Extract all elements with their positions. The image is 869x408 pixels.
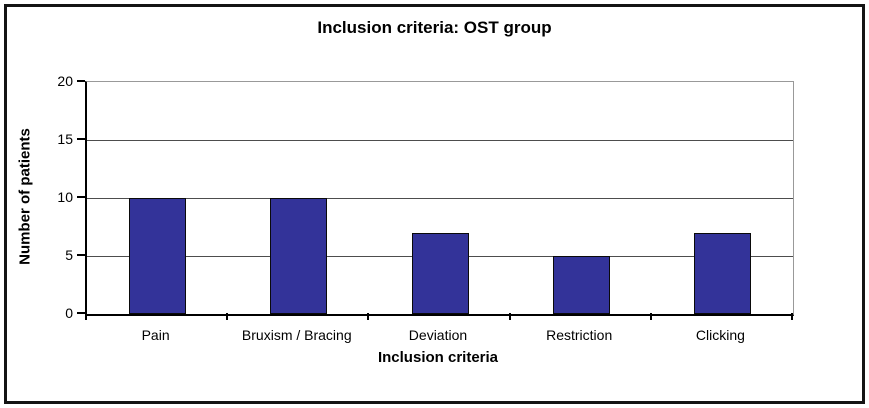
x-category-label-deviation: Deviation (408, 327, 468, 343)
y-tick-label-5: 5 (65, 247, 73, 263)
y-tick-label-0: 0 (65, 305, 73, 321)
plot-area (85, 81, 794, 316)
x-tick-mark-5 (791, 313, 793, 320)
y-tick-mark-0 (77, 312, 85, 314)
x-category-label-restriction: Restriction (546, 327, 613, 343)
bar-deviation (411, 232, 469, 314)
bar-clicking (693, 232, 751, 314)
y-tick-label-15: 15 (57, 131, 73, 147)
x-category-label-clicking: Clicking (695, 327, 745, 343)
x-category-label-bruxism-bracing: Bruxism / Bracing (241, 327, 352, 343)
bar-pain (129, 198, 187, 314)
x-tick-mark-2 (367, 313, 370, 320)
chart-title: Inclusion criteria: OST group (317, 18, 552, 37)
y-tick-mark-5 (77, 254, 85, 256)
bar-bruxism-bracing (270, 198, 328, 314)
x-tick-mark-0 (85, 313, 87, 320)
bar-restriction (552, 256, 610, 314)
x-tick-mark-3 (508, 313, 511, 320)
y-tick-mark-20 (77, 80, 85, 82)
x-axis-title: Inclusion criteria (377, 349, 499, 366)
x-tick-mark-4 (649, 313, 652, 320)
y-tick-label-20: 20 (57, 73, 73, 89)
y-tick-mark-15 (77, 138, 85, 140)
x-tick-mark-1 (226, 313, 229, 320)
y-axis-title: Number of patients (16, 128, 34, 265)
y-tick-label-10: 10 (57, 189, 73, 205)
gridline-y-15 (87, 140, 793, 141)
y-tick-mark-10 (77, 196, 85, 198)
gridline-y-10 (87, 198, 793, 199)
x-category-label-pain: Pain (141, 327, 170, 343)
